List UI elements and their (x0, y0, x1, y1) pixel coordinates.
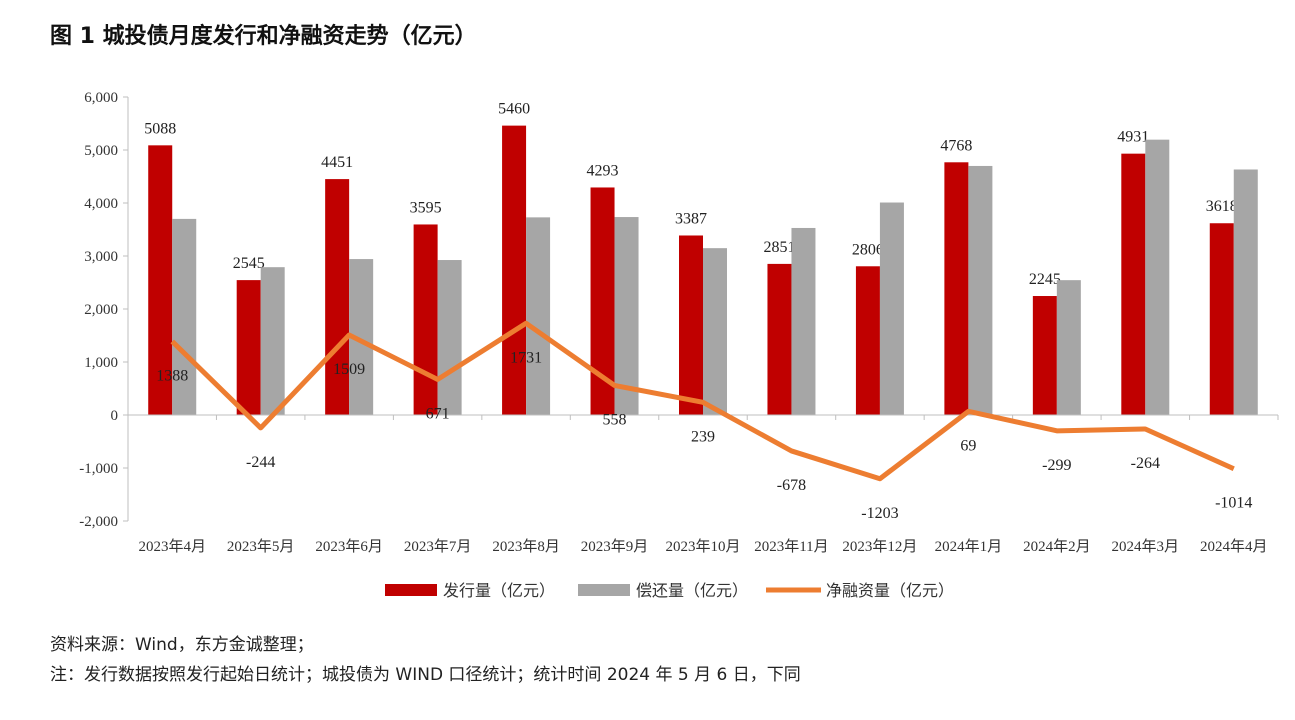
issuance-label: 2245 (1029, 271, 1061, 288)
issuance-label: 3595 (410, 199, 442, 216)
issuance-label: 4293 (587, 162, 619, 179)
x-tick-label: 2023年8月 (492, 538, 560, 555)
net-financing-label: -244 (246, 454, 275, 471)
y-tick-label: 1,000 (84, 355, 118, 371)
repayment-bar (172, 218, 197, 415)
x-tick-label: 2023年6月 (315, 538, 383, 555)
issuance-bar (325, 179, 350, 415)
issuance-label: 5460 (498, 101, 530, 118)
x-tick-label: 2024年3月 (1112, 538, 1180, 555)
issuance-label: 2806 (852, 241, 884, 258)
repayment-bar (1145, 139, 1170, 416)
source-note: 资料来源：Wind，东方金诚整理； (50, 635, 314, 655)
issuance-label: 4451 (321, 154, 353, 171)
net-financing-label: 1731 (510, 349, 542, 366)
y-tick-label: 2,000 (84, 302, 118, 318)
issuance-bar (236, 280, 261, 415)
net-financing-label: -678 (777, 477, 806, 494)
issuance-label: 3387 (675, 210, 707, 227)
x-tick-label: 2023年7月 (404, 538, 472, 555)
x-tick-label: 2024年4月 (1200, 538, 1268, 555)
x-tick-label: 2023年4月 (138, 538, 206, 555)
x-tick-label: 2023年9月 (581, 538, 649, 555)
legend-label: 净融资量（亿元） (826, 581, 954, 600)
repayment-bar (879, 202, 904, 415)
repayment-bar (791, 227, 816, 415)
issuance-label: 4768 (940, 137, 972, 154)
repayment-bar (703, 248, 727, 415)
repayment-bar (526, 217, 551, 415)
issuance-bar (855, 266, 880, 415)
x-tick-label: 2023年10月 (665, 538, 740, 555)
net-financing-label: -1014 (1215, 495, 1252, 512)
issuance-label: 3618 (1206, 198, 1238, 215)
repayment-bar (437, 260, 462, 415)
y-tick-label: -2,000 (79, 514, 118, 530)
x-tick-label: 2023年12月 (842, 538, 917, 555)
legend-label: 发行量（亿元） (443, 581, 555, 600)
net-financing-label: 558 (603, 411, 627, 428)
issuance-label: 2851 (763, 239, 795, 256)
x-tick-label: 2023年11月 (754, 538, 828, 555)
issuance-label: 5088 (144, 120, 176, 137)
y-tick-label: 4,000 (84, 196, 118, 212)
y-tick-label: 3,000 (84, 249, 118, 265)
y-tick-label: 5,000 (84, 143, 118, 159)
issuance-bar (944, 162, 969, 415)
repayment-bar (614, 217, 639, 415)
net-financing-label: -1203 (861, 505, 898, 522)
repayment-bar (260, 267, 285, 415)
repayment-bar (1056, 280, 1081, 415)
y-tick-label: 6,000 (84, 90, 118, 106)
issuance-bar (502, 125, 527, 416)
repayment-bar (1233, 169, 1258, 415)
net-financing-label: 671 (426, 405, 450, 422)
chart-title: 图 1 城投债月度发行和净融资走势（亿元） (50, 24, 477, 49)
net-financing-label: -299 (1042, 457, 1071, 474)
net-financing-label: -264 (1131, 455, 1160, 472)
issuance-bar (413, 224, 438, 415)
y-tick-label: -1,000 (79, 461, 118, 477)
net-financing-label: 69 (960, 437, 976, 454)
x-tick-label: 2023年5月 (227, 538, 295, 555)
legend-swatch (385, 584, 437, 596)
issuance-bar (1032, 296, 1057, 415)
net-financing-label: 1388 (156, 367, 188, 384)
issuance-bar (148, 145, 173, 415)
chart: -2,000 -1,000 0 1,000 2,000 3,000 4,000 5,000 6,… (79, 90, 1279, 600)
issuance-label: 4931 (1117, 129, 1149, 146)
issuance-bar (1121, 153, 1146, 416)
legend-label: 偿还量（亿元） (636, 581, 748, 600)
issuance-bar (1209, 223, 1234, 415)
issuance-label: 2545 (233, 255, 265, 272)
issuance-bar (679, 235, 703, 415)
net-financing-label: 239 (691, 428, 715, 445)
remark-note: 注：发行数据按照发行起始日统计；城投债为 WIND 口径统计；统计时间 2024… (50, 665, 801, 685)
repayment-bar (968, 165, 993, 415)
x-tick-label: 2024年2月 (1023, 538, 1091, 555)
issuance-bar (767, 263, 792, 415)
x-tick-label: 2024年1月 (935, 538, 1003, 555)
net-financing-label: 1509 (333, 361, 365, 378)
y-tick-label: 0 (111, 408, 119, 424)
legend-swatch (578, 584, 630, 596)
